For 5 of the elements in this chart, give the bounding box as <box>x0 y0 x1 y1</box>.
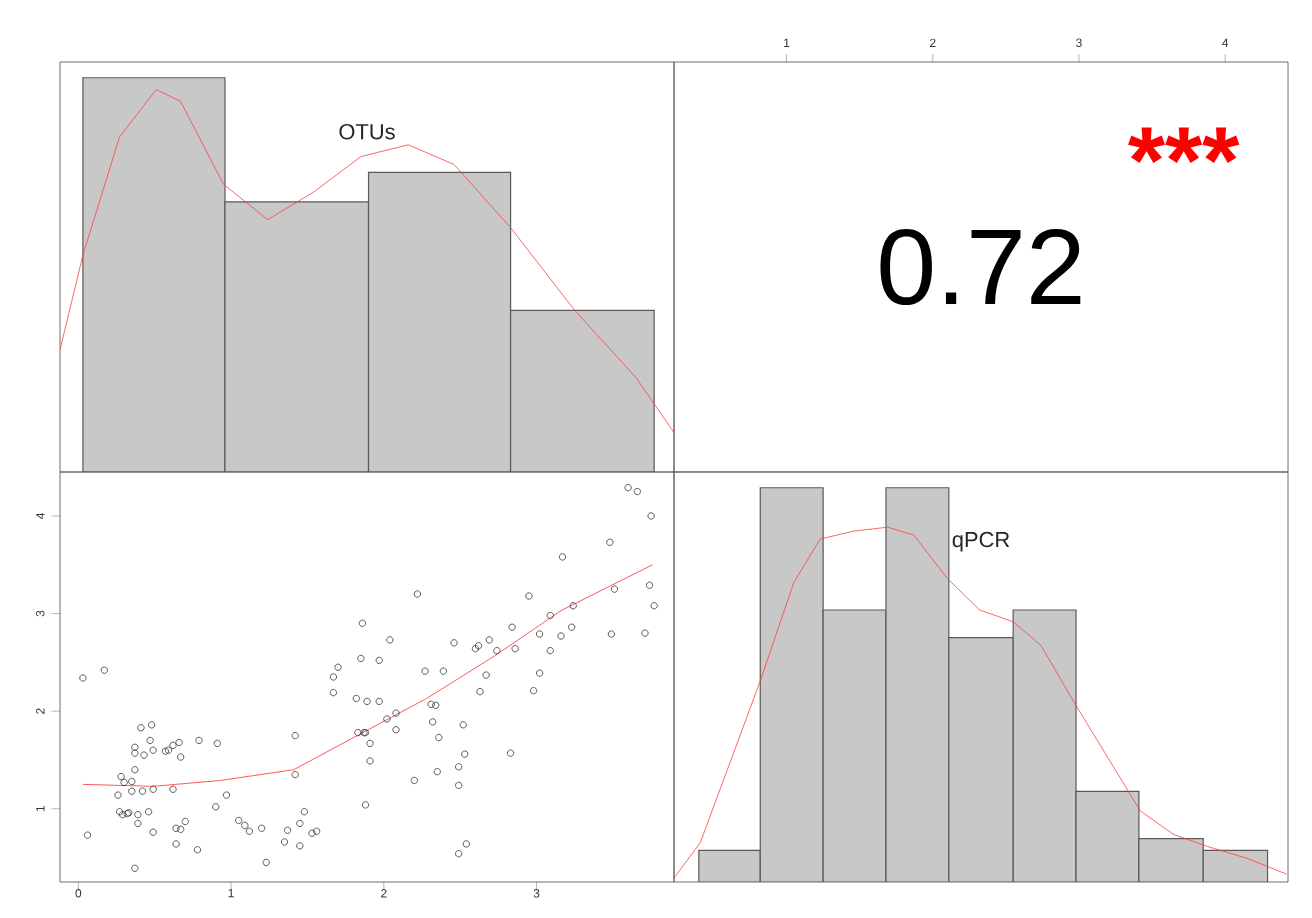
text: 0.72 <box>880 228 1081 306</box>
text: qPCR <box>952 531 1010 552</box>
line-series <box>82 564 654 787</box>
text: OTUs <box>339 123 395 140</box>
text: *** <box>1128 127 1240 164</box>
